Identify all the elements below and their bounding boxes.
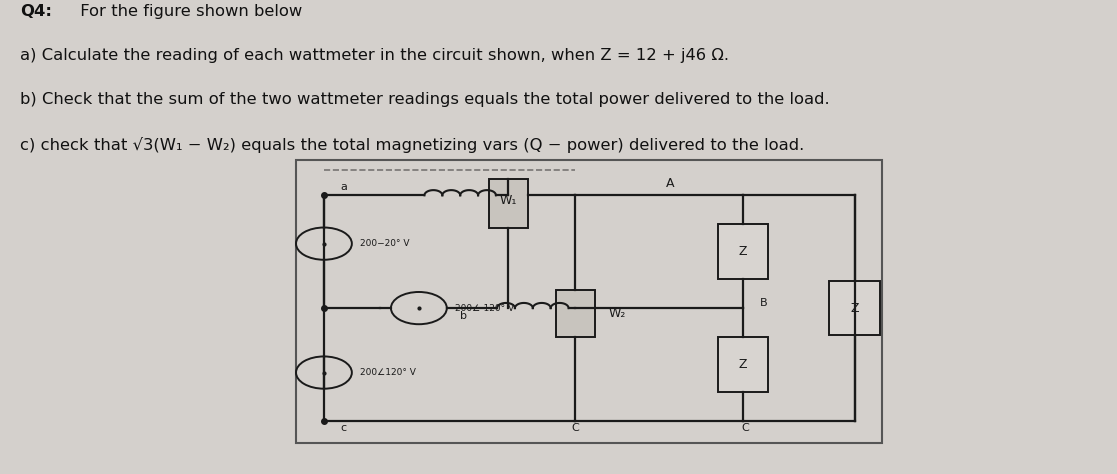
Text: Z: Z bbox=[738, 245, 747, 258]
Text: C: C bbox=[742, 423, 750, 433]
Bar bbox=[829, 281, 880, 336]
Text: A: A bbox=[666, 177, 675, 190]
Text: a) Calculate the reading of each wattmeter in the circuit shown, when Z = 12 + j: a) Calculate the reading of each wattmet… bbox=[20, 48, 729, 64]
Text: b: b bbox=[460, 311, 467, 321]
Text: b) Check that the sum of the two wattmeter readings equals the total power deliv: b) Check that the sum of the two wattmet… bbox=[20, 92, 830, 108]
Text: C: C bbox=[572, 423, 579, 433]
Text: 200∠-120° V: 200∠-120° V bbox=[456, 304, 514, 312]
Text: c: c bbox=[341, 423, 346, 433]
Bar bbox=[717, 224, 768, 279]
Text: Z: Z bbox=[850, 301, 859, 315]
Bar bbox=[489, 179, 528, 228]
Text: W₂: W₂ bbox=[609, 307, 627, 320]
Text: a: a bbox=[340, 182, 347, 192]
Text: B: B bbox=[760, 299, 767, 309]
Bar bbox=[717, 337, 768, 392]
Text: For the figure shown below: For the figure shown below bbox=[75, 4, 302, 19]
Text: Z: Z bbox=[738, 358, 747, 371]
Text: c) check that √3(W₁ − W₂) equals the total magnetizing vars (Q − power) delivere: c) check that √3(W₁ − W₂) equals the tot… bbox=[20, 137, 804, 153]
Bar bbox=[296, 160, 882, 444]
Text: 200∠120° V: 200∠120° V bbox=[360, 368, 417, 377]
Text: Q4:: Q4: bbox=[20, 4, 51, 19]
Text: W₁: W₁ bbox=[499, 193, 517, 207]
Text: 200−20° V: 200−20° V bbox=[360, 239, 410, 248]
Bar bbox=[556, 291, 594, 337]
